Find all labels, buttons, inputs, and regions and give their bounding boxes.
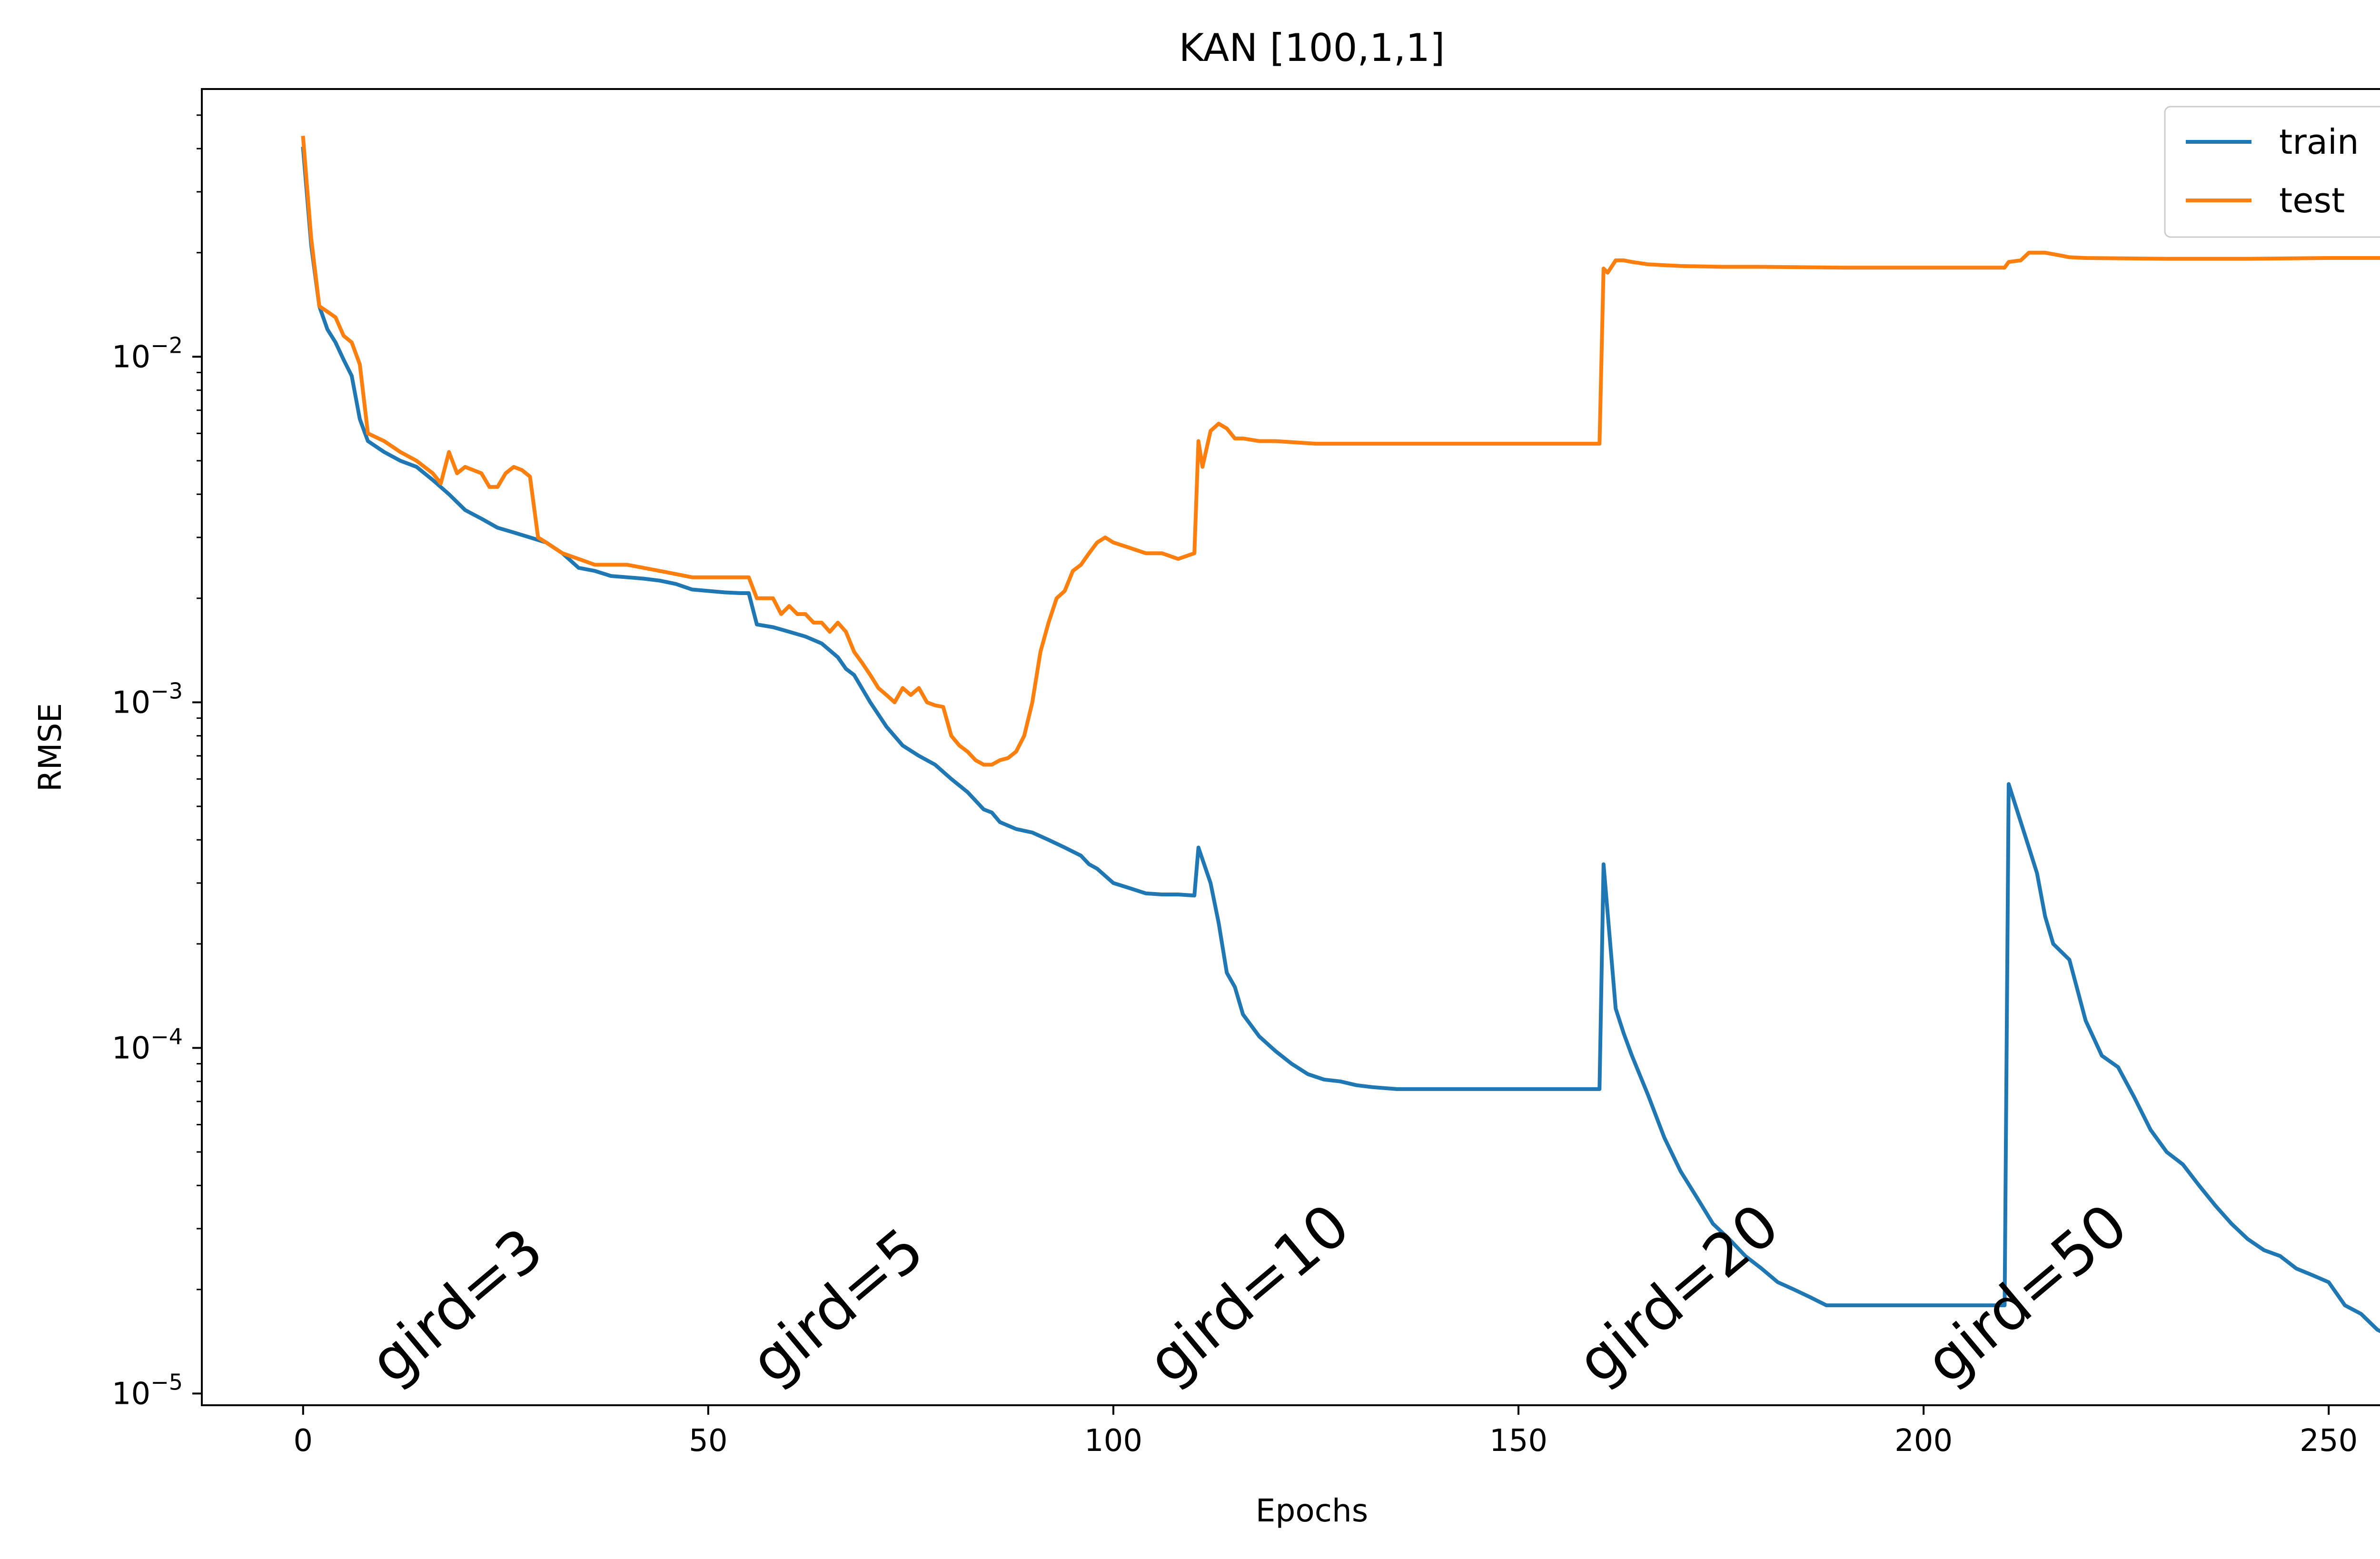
x-tick-label: 100 xyxy=(1084,1423,1142,1459)
y-tick-base: 10 xyxy=(112,1376,150,1411)
y-tick-exponent: −3 xyxy=(150,678,183,704)
y-tick-label: 10−3 xyxy=(112,678,183,720)
chart-title: KAN [100,1,1] xyxy=(1179,26,1445,70)
y-tick-label: 10−4 xyxy=(112,1023,183,1066)
y-tick-exponent: −5 xyxy=(150,1369,183,1395)
legend-box xyxy=(2164,106,2380,238)
y-tick-label: 10−2 xyxy=(112,332,183,375)
x-tick-label: 200 xyxy=(1894,1423,1953,1459)
plot-frame xyxy=(201,88,2380,1406)
series-line-test xyxy=(301,136,2380,767)
y-axis-title: RMSE xyxy=(32,703,69,792)
y-tick-base: 10 xyxy=(112,1031,150,1066)
y-tick-exponent: −4 xyxy=(150,1023,183,1049)
x-tick-label: 0 xyxy=(293,1423,313,1459)
legend: train test xyxy=(2164,106,2380,238)
x-tick-label: 250 xyxy=(2300,1423,2358,1459)
series-line-train xyxy=(301,146,2380,1333)
y-tick-label: 10−5 xyxy=(112,1369,183,1411)
y-tick-base: 10 xyxy=(112,685,150,720)
y-tick-base: 10 xyxy=(112,339,150,375)
x-tick-label: 50 xyxy=(689,1423,727,1459)
x-axis-title: Epochs xyxy=(1256,1492,1368,1529)
y-tick-exponent: −2 xyxy=(150,332,183,358)
x-tick-label: 150 xyxy=(1489,1423,1547,1459)
legend-label-test: test xyxy=(2279,180,2345,220)
legend-label-train: train xyxy=(2279,122,2359,162)
plot-area xyxy=(301,136,2380,1333)
